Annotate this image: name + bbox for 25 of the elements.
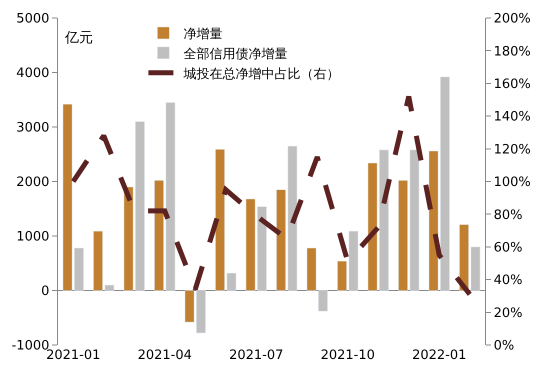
y-tick-label: 1000 — [16, 230, 50, 245]
x-tick-label: 2022-01 — [412, 348, 466, 363]
y2-tick-label: 140% — [494, 110, 531, 125]
y-tick-label: 5000 — [16, 12, 50, 27]
y-tick-label: 2000 — [16, 175, 50, 190]
y2-tick-label: 20% — [494, 306, 523, 321]
y2-tick-label: 100% — [494, 175, 531, 190]
y2-tick-label: 160% — [494, 76, 531, 92]
y-axis-title: 亿元 — [64, 30, 93, 46]
y2-tick-label: 0% — [494, 338, 514, 354]
y-tick-label: 0 — [41, 284, 50, 300]
legend-label: 净增量 — [183, 27, 222, 42]
x-tick-label: 2021-04 — [138, 348, 192, 363]
y2-tick-label: 180% — [494, 44, 531, 60]
legend-label: 全部信用债净增量 — [183, 46, 288, 62]
y-tick-label: 3000 — [16, 120, 50, 136]
x-tick-label: 2021-07 — [229, 348, 284, 363]
x-tick-label: 2021-10 — [320, 348, 375, 363]
legend-label: 城投在总净增中占比（右） — [182, 66, 340, 82]
y-tick-label: 4000 — [16, 66, 50, 82]
y2-tick-label: 60% — [494, 240, 523, 256]
y2-tick-label: 200% — [494, 12, 531, 27]
y2-tick-label: 120% — [494, 142, 531, 158]
y2-tick-label: 80% — [494, 208, 523, 223]
y2-tick-label: 40% — [494, 273, 523, 288]
